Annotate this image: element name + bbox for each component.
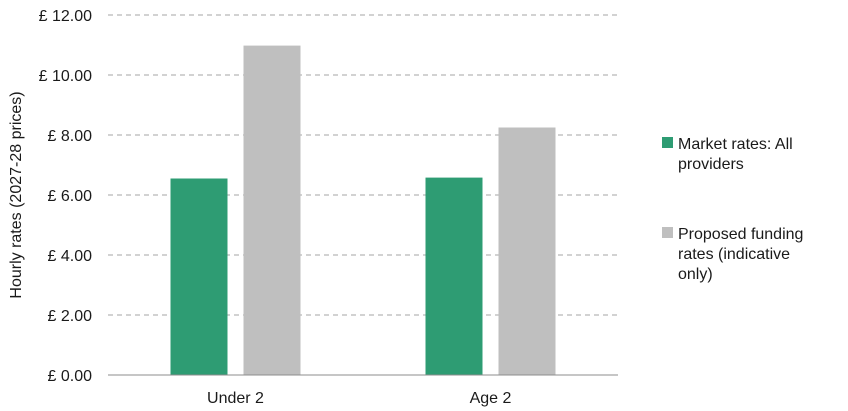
x-tick-label: Under 2 <box>207 390 264 407</box>
y-tick-label: £ 2.00 <box>48 308 93 325</box>
bar-market-rates-under-2 <box>170 178 228 375</box>
x-tick-label: Age 2 <box>470 390 512 407</box>
y-tick-label: £ 8.00 <box>48 128 93 145</box>
legend-label: Proposed funding <box>678 226 803 243</box>
y-tick-label: £ 12.00 <box>39 8 92 25</box>
bar-market-rates-age-2 <box>425 177 483 375</box>
y-tick-label: £ 0.00 <box>48 368 93 385</box>
legend-label: rates (indicative <box>678 246 790 263</box>
bar-proposed-funding-under-2 <box>243 45 301 375</box>
y-axis-ticks: £ 0.00 £ 2.00 £ 4.00 £ 6.00 £ 8.00 £ 10.00 £ 1… <box>39 8 92 385</box>
bar-proposed-funding-age-2 <box>498 127 556 375</box>
legend: Market rates: All providers Proposed fundi… <box>662 136 803 283</box>
x-axis-ticks: Under 2 Age 2 <box>207 390 511 407</box>
legend-swatch <box>662 227 673 238</box>
legend-label: providers <box>678 156 744 173</box>
bars <box>170 45 556 375</box>
y-tick-label: £ 6.00 <box>48 188 93 205</box>
y-axis-label: Hourly rates (2027-28 prices) <box>8 91 25 298</box>
y-tick-label: £ 10.00 <box>39 68 92 85</box>
legend-swatch <box>662 137 673 148</box>
legend-label: Market rates: All <box>678 136 793 153</box>
legend-label: only) <box>678 266 713 283</box>
y-tick-label: £ 4.00 <box>48 248 93 265</box>
